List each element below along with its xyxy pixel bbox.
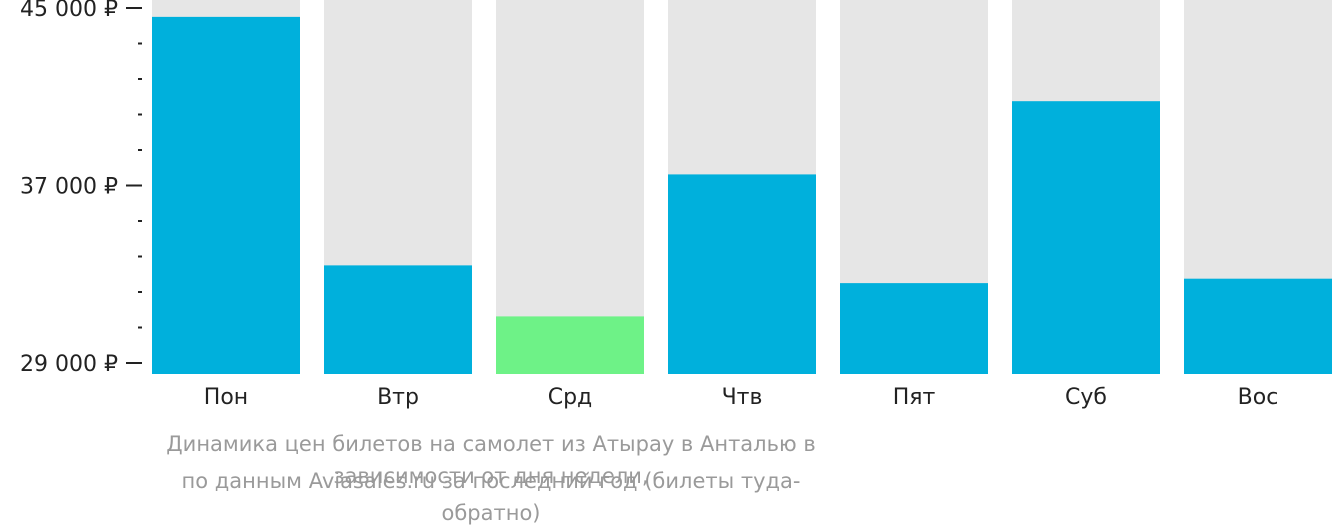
bar-3 xyxy=(496,316,644,374)
x-tick-label-4: Чтв xyxy=(722,385,763,410)
x-tick-label-6: Суб xyxy=(1065,385,1107,410)
bar-7 xyxy=(1184,278,1332,374)
bar-2 xyxy=(324,265,472,374)
chart-canvas: Пон Втр Срд Чтв Пят Суб Вос 29 000 ₽ 37 000 ₽ 45 … xyxy=(20,0,1332,410)
x-tick-label-5: Пят xyxy=(893,385,936,410)
price-by-weekday-chart: Пон Втр Срд Чтв Пят Суб Вос 29 000 ₽ 37 000 ₽ 45 … xyxy=(20,0,1332,525)
x-tick-label-1: Пон xyxy=(204,385,248,410)
bar-background-3 xyxy=(496,0,644,374)
chart-caption-line-1: Динамика цен билетов на самолет из Атыра… xyxy=(166,432,816,488)
x-tick-label-7: Вос xyxy=(1238,385,1279,410)
bar-1 xyxy=(152,16,300,374)
bar-4 xyxy=(668,174,816,374)
x-tick-label-2: Втр xyxy=(377,385,419,410)
bar-6 xyxy=(1012,101,1160,374)
y-tick-label-2: 37 000 ₽ xyxy=(20,175,118,200)
chart-caption-line-2: по данным Aviasales.ru за последний год … xyxy=(181,469,801,525)
y-tick-label-3: 45 000 ₽ xyxy=(20,0,118,22)
y-tick-label-1: 29 000 ₽ xyxy=(20,352,118,377)
x-tick-label-3: Срд xyxy=(548,385,593,410)
bar-5 xyxy=(840,283,988,374)
